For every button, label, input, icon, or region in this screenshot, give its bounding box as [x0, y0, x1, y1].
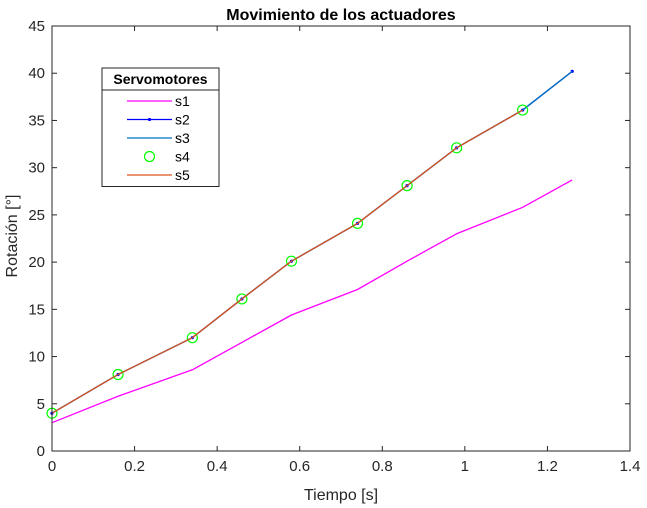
y-tick-label-8: 40 [28, 65, 45, 82]
axes-box [51, 25, 631, 452]
legend-label-s2: s2 [175, 112, 190, 128]
data-point-s4-2 [186, 332, 198, 344]
y-tick-label-5: 25 [28, 207, 45, 224]
y-tick-label-6: 30 [28, 160, 45, 177]
data-point-s4-5 [351, 217, 364, 229]
axes-layer: 0 0.2 0.4 0.6 0.8 1 1.2 1.4 0 5 10 15 20 25 30 35 40 45 [28, 18, 640, 475]
series-line-s1 [51, 179, 573, 424]
y-axis-label: Rotación [°] [4, 195, 21, 278]
y-tick-label-1: 5 [37, 396, 45, 413]
x-tick-label-6: 1.2 [537, 458, 558, 475]
data-point-s4-8 [517, 104, 529, 116]
legend-label-s1: s1 [175, 93, 190, 109]
data-point-s4-6 [401, 180, 413, 192]
chart-title: Movimiento de los actuadores [226, 7, 455, 24]
data-point-s4-4 [285, 255, 298, 267]
data-point-s4-1 [112, 368, 124, 381]
y-tick-label-4: 20 [28, 254, 45, 271]
legend-title: Servomotores [113, 71, 207, 87]
x-axis-label: Tiempo [s] [304, 487, 378, 504]
y-tick-label-7: 35 [28, 112, 45, 129]
data-point-s4-7 [451, 142, 463, 154]
y-tick-label-3: 15 [28, 301, 45, 318]
y-tick-label-0: 0 [37, 443, 45, 460]
series-layer [46, 69, 574, 424]
x-tick-label-0: 0 [48, 458, 56, 475]
legend: Servomotores s1 s2 s3 s4 s5 [101, 67, 220, 187]
y-tick-label-9: 45 [28, 18, 45, 35]
legend-label-s5: s5 [175, 167, 190, 183]
legend-marker-s4 [143, 150, 156, 163]
x-tick-label-1: 0.2 [124, 458, 145, 475]
x-tick-label-5: 1 [461, 458, 469, 475]
x-tick-label-2: 0.4 [207, 458, 228, 475]
x-tick-label-3: 0.6 [289, 458, 310, 475]
legend-label-s4: s4 [175, 149, 190, 165]
y-tick-label-2: 10 [28, 349, 45, 366]
legend-label-s3: s3 [175, 130, 190, 146]
x-tick-label-7: 1.4 [620, 458, 641, 475]
data-point-s4-3 [236, 293, 248, 305]
legend-box [101, 67, 220, 187]
x-tick-label-4: 0.8 [372, 458, 393, 475]
legend-marker-s2 [147, 117, 152, 122]
series-line-s5 [51, 109, 523, 414]
